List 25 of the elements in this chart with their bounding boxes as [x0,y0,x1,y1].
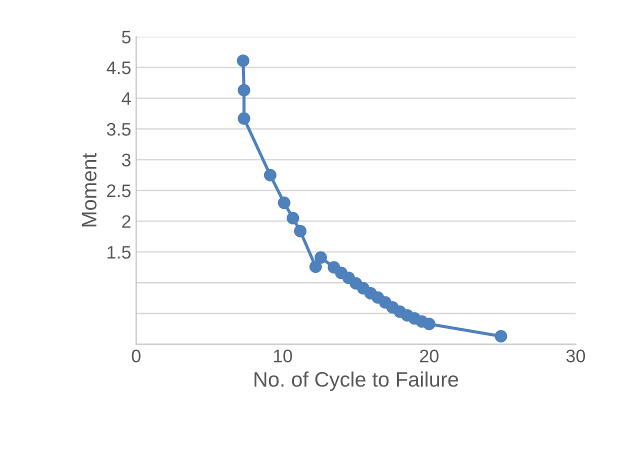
y-tick-label: 3.5 [106,122,131,136]
point [494,330,508,343]
x-tick-label: 30 [566,350,586,362]
y-tick-label: 2.5 [107,184,131,198]
point [236,54,250,67]
y-tick-label: 2 [122,215,130,228]
point [278,196,290,210]
x-tick-label: 0 [132,350,140,362]
y-tick-label: 5 [122,30,131,44]
x-axis-title: No. of Cycle to Failure [254,372,458,391]
point [264,168,276,182]
point [422,318,436,330]
y-axis-title: Moment [82,153,97,226]
x-tick-label: 20 [420,350,439,362]
point [294,224,307,238]
y-tick-label: 4 [122,92,131,105]
point [309,260,322,274]
y-tick-label: 1.5 [108,246,131,259]
x-tick-label: 10 [274,350,292,362]
point [238,112,250,125]
y-tick-label: 3 [122,154,131,166]
point [238,84,250,96]
point [286,212,300,224]
point [314,251,328,264]
y-tick-label: 4.5 [106,62,131,74]
